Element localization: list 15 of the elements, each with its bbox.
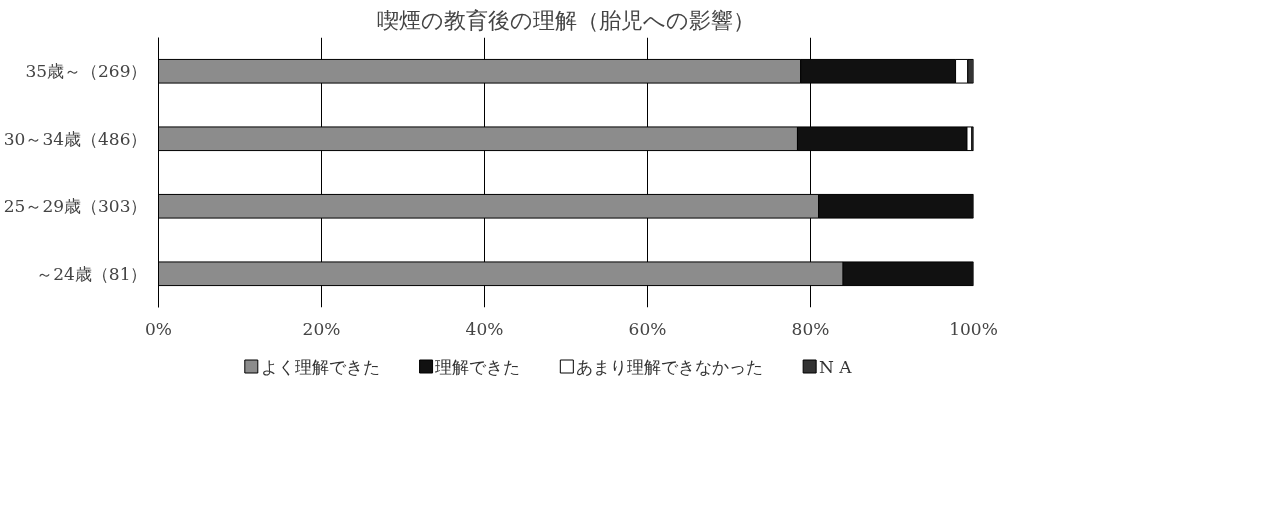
x-tick-label: 40% [465, 318, 504, 339]
chart-title: 喫煙の教育後の理解（胎児への影響） [377, 7, 755, 33]
x-tick-label: 20% [302, 318, 341, 339]
y-tick-label: ～24歳（81） [36, 263, 148, 284]
legend-label: よく理解できた [260, 356, 380, 377]
x-tick-label: 60% [628, 318, 667, 339]
legend-label: 理解できた [435, 356, 521, 377]
y-tick-label: 25～29歳（303） [3, 196, 148, 217]
y-tick-label: 30～34歳（486） [3, 128, 148, 149]
legend-label: N A [818, 356, 853, 377]
y-tick-label: 35歳～（269） [25, 61, 148, 82]
x-tick-label: 0% [145, 318, 172, 339]
x-tick-label: 80% [791, 318, 830, 339]
x-tick-label: 100% [949, 318, 998, 339]
legend-label: あまり理解できなかった [576, 356, 764, 377]
